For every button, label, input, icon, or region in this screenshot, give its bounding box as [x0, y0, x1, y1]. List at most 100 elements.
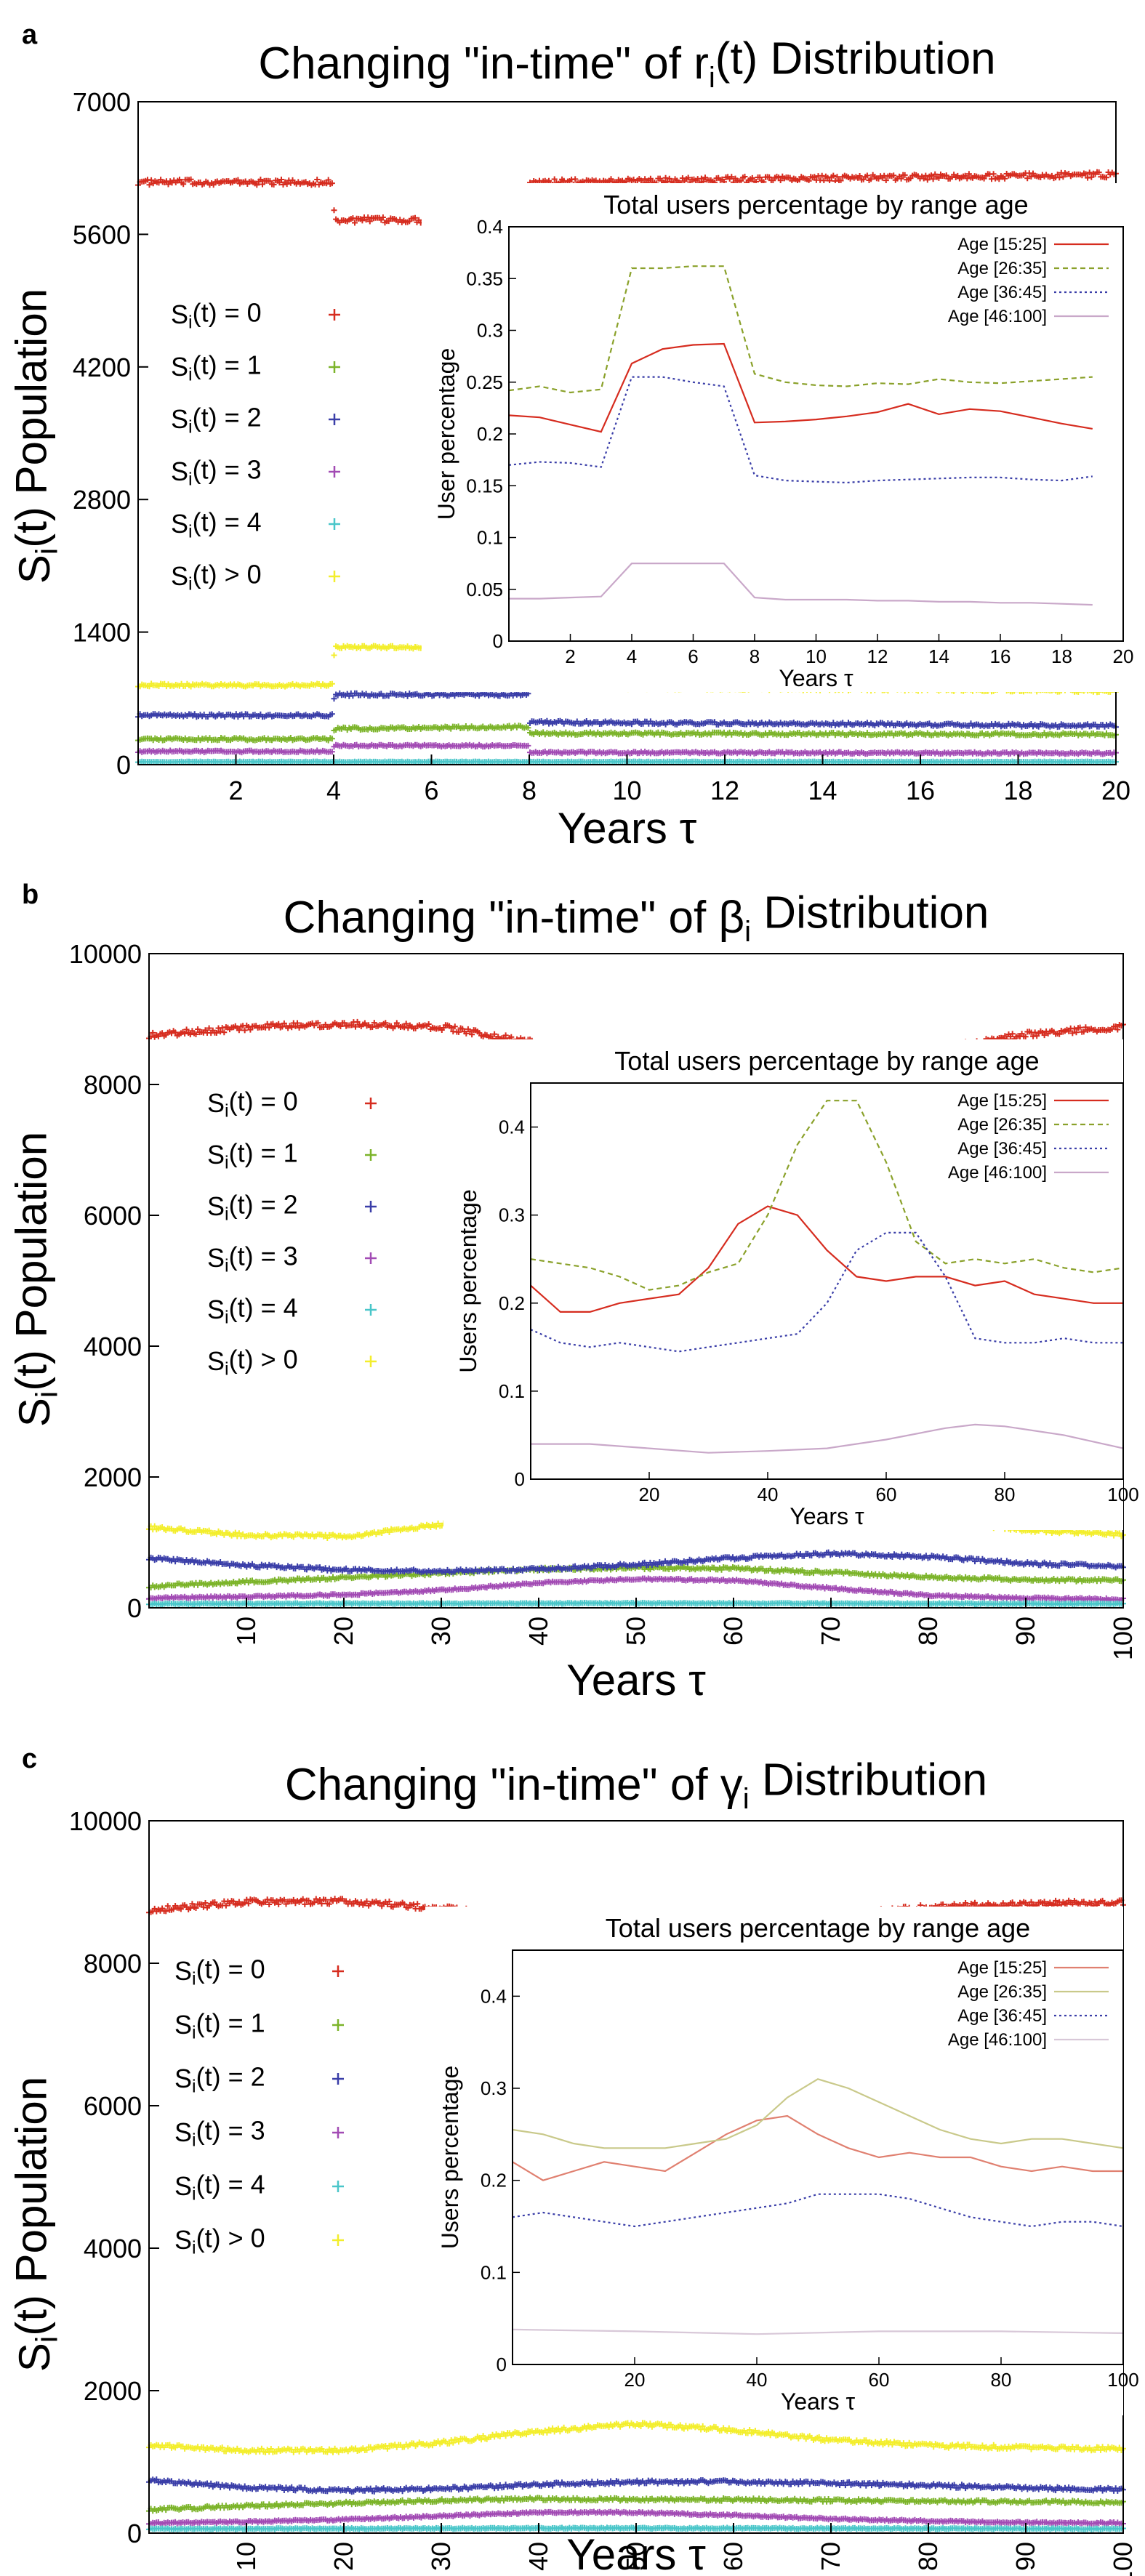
inset-y-axis-label: Users percentage	[437, 2066, 463, 2250]
legend-label: Si(t) = 0	[207, 1086, 298, 1121]
legend-label: Si(t) > 0	[171, 559, 262, 594]
legend-marker	[365, 1149, 377, 1161]
inset-legend-label: Age [15:25]	[957, 235, 1047, 254]
inset-legend-label: Age [46:100]	[948, 307, 1047, 326]
y-axis-label: Si(t) Population	[7, 2077, 64, 2372]
inset-legend-label: Age [26:35]	[957, 1115, 1047, 1135]
inset-x-tick-label: 6	[688, 645, 698, 667]
y-tick-label: 0	[127, 1593, 142, 1623]
x-tick-label: 100	[1108, 1617, 1138, 1660]
panel-c: c Changing "in-time" of γi Distribution 0 2…	[7, 1744, 1139, 2576]
series-markers	[146, 2495, 1126, 2514]
series-markers	[146, 2476, 1126, 2495]
legend-label: Si(t) = 0	[174, 1954, 265, 1989]
inset-x-tick-label: 10	[805, 645, 827, 667]
x-tick-label: 10	[231, 1617, 261, 1646]
y-tick-label: 7000	[73, 87, 131, 117]
x-axis-label: Years τ	[558, 804, 697, 853]
x-tick-label: 20	[329, 1617, 358, 1646]
x-tick-label: 70	[816, 1617, 845, 1646]
panel-letter: c	[22, 1744, 37, 1774]
legend-label: Si(t) = 1	[207, 1138, 298, 1172]
legend-label: Si(t) = 4	[207, 1292, 298, 1327]
x-tick-label: 20	[329, 2542, 358, 2571]
inset-series-3	[530, 1231, 1123, 1353]
inset-y-tick-label: 0.3	[477, 320, 503, 342]
x-tick-label: 70	[816, 2542, 845, 2571]
legend-label: Si(t) = 4	[171, 507, 262, 542]
inset-background	[443, 1039, 1123, 1530]
y-tick-label: 6000	[84, 1201, 142, 1231]
chart-title: Changing "in-time" of ri(t) Distribution	[258, 33, 995, 94]
legend-label: Si(t) = 0	[171, 297, 262, 332]
inset-x-tick-label: 60	[876, 1484, 897, 1505]
legend-marker	[332, 2073, 344, 2085]
inset-x-tick-label: 12	[867, 645, 888, 667]
legend-marker	[329, 466, 340, 478]
inset-legend-label: Age [15:25]	[957, 1958, 1047, 1978]
x-tick-label: 6	[424, 776, 438, 805]
y-tick-label: 2000	[84, 1462, 142, 1492]
inset-title: Total users percentage by range age	[606, 1913, 1030, 1943]
inset-y-axis-label: Users percentage	[455, 1189, 481, 1373]
x-tick-label: 2	[228, 776, 243, 805]
y-tick-label: 2000	[84, 2376, 142, 2406]
panel-b: b Changing "in-time" of βi Distribution 0 2…	[7, 880, 1139, 1704]
inset-title: Total users percentage by range age	[614, 1046, 1039, 1076]
inset-x-tick-label: 100	[1107, 2369, 1138, 2391]
x-axis-label: Years τ	[566, 2530, 706, 2576]
legend-marker	[332, 2234, 344, 2246]
legend-label: Si(t) > 0	[207, 1344, 298, 1379]
inset-legend-label: Age [15:25]	[957, 1091, 1047, 1111]
inset-x-tick-label: 14	[928, 645, 949, 667]
legend-marker	[332, 2127, 344, 2138]
inset-legend: Age [15:25] Age [26:35] Age [36:45] Age [46…	[948, 1091, 1109, 1183]
inset-y-tick-label: 0.4	[499, 1116, 525, 1138]
inset-x-tick-label: 60	[869, 2369, 890, 2391]
panel-letter: a	[22, 20, 38, 50]
legend-marker	[365, 1201, 377, 1212]
inset-series-3	[512, 2193, 1124, 2228]
inset-x-tick-label: 80	[991, 2369, 1012, 2391]
inset-background	[422, 183, 1123, 692]
x-tick-label: 40	[523, 2542, 553, 2571]
y-axis-label: Si(t) Population	[7, 289, 64, 584]
x-tick-label: 100	[1108, 2542, 1138, 2576]
legend-marker	[329, 571, 340, 582]
inset-x-tick-label: 16	[990, 645, 1011, 667]
inset-y-tick-label: 0.4	[477, 216, 503, 238]
x-tick-label: 10	[231, 2542, 261, 2571]
y-tick-label: 2800	[73, 485, 131, 515]
inset-x-tick-label: 20	[624, 2369, 646, 2391]
legend-label: Si(t) = 4	[174, 2169, 265, 2204]
inset-chart: Total users percentage by range age 0 0.05…	[422, 183, 1133, 692]
legend-label: Si(t) = 2	[174, 2061, 265, 2096]
x-tick-label: 50	[621, 2542, 651, 2571]
inset-legend-label: Age [36:45]	[957, 1139, 1047, 1159]
inset-legend-label: Age [26:35]	[957, 259, 1047, 278]
y-tick-label: 10000	[69, 939, 142, 969]
inset-y-tick-label: 0.4	[481, 1985, 507, 2007]
inset-x-tick-label: 2	[565, 645, 575, 667]
inset-x-tick-label: 8	[750, 645, 760, 667]
x-tick-label: 16	[906, 776, 935, 805]
legend-marker	[365, 1356, 377, 1367]
y-tick-label: 8000	[84, 1070, 142, 1100]
inset-y-tick-label: 0	[515, 1468, 525, 1490]
inset-series-2	[530, 1100, 1124, 1291]
legend-label: Si(t) = 3	[174, 2115, 265, 2150]
inset-x-tick-label: 100	[1107, 1484, 1138, 1505]
inset-frame	[512, 1949, 1124, 2365]
x-tick-label: 90	[1011, 2542, 1040, 2571]
inset-series-2	[508, 265, 1093, 394]
legend-marker	[365, 1304, 377, 1316]
y-tick-label: 4000	[84, 1332, 142, 1361]
legend-label: Si(t) = 2	[171, 402, 262, 437]
inset-chart: Total users percentage by range age 0 0.1 0…	[443, 1039, 1139, 1530]
y-tick-label: 6000	[84, 2091, 142, 2121]
inset-y-tick-label: 0.1	[477, 527, 503, 549]
inset-x-tick-label: 20	[639, 1484, 660, 1505]
legend-marker	[365, 1098, 377, 1109]
inset-series-4	[512, 2328, 1124, 2335]
inset-y-tick-label: 0.15	[466, 475, 503, 496]
